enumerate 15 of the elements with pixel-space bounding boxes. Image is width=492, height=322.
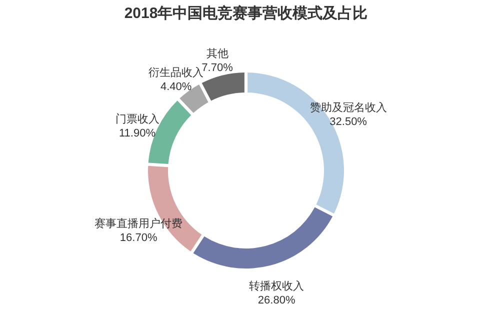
slice-label: 赛事直播用户付费 (94, 216, 183, 230)
slice-label: 其他 (206, 46, 228, 60)
data-label: 26.80% (258, 294, 296, 307)
data-label: 7.70% (202, 62, 234, 74)
data-label: 11.90% (119, 128, 156, 140)
donut-slice (202, 72, 244, 101)
slice-label: 衍生品收入 (148, 66, 204, 79)
data-label: 32.50% (330, 116, 368, 128)
donut-slice (193, 207, 333, 268)
chart-title: 2018年中国电竞赛事营收模式及占比 (124, 4, 368, 22)
data-label: 4.40% (160, 80, 192, 93)
data-label: 16.70% (120, 232, 158, 244)
slice-label: 门票收入 (115, 112, 160, 126)
slice-label: 转播权收入 (249, 280, 304, 293)
slice-label: 赞助及冠名收入 (310, 100, 387, 114)
